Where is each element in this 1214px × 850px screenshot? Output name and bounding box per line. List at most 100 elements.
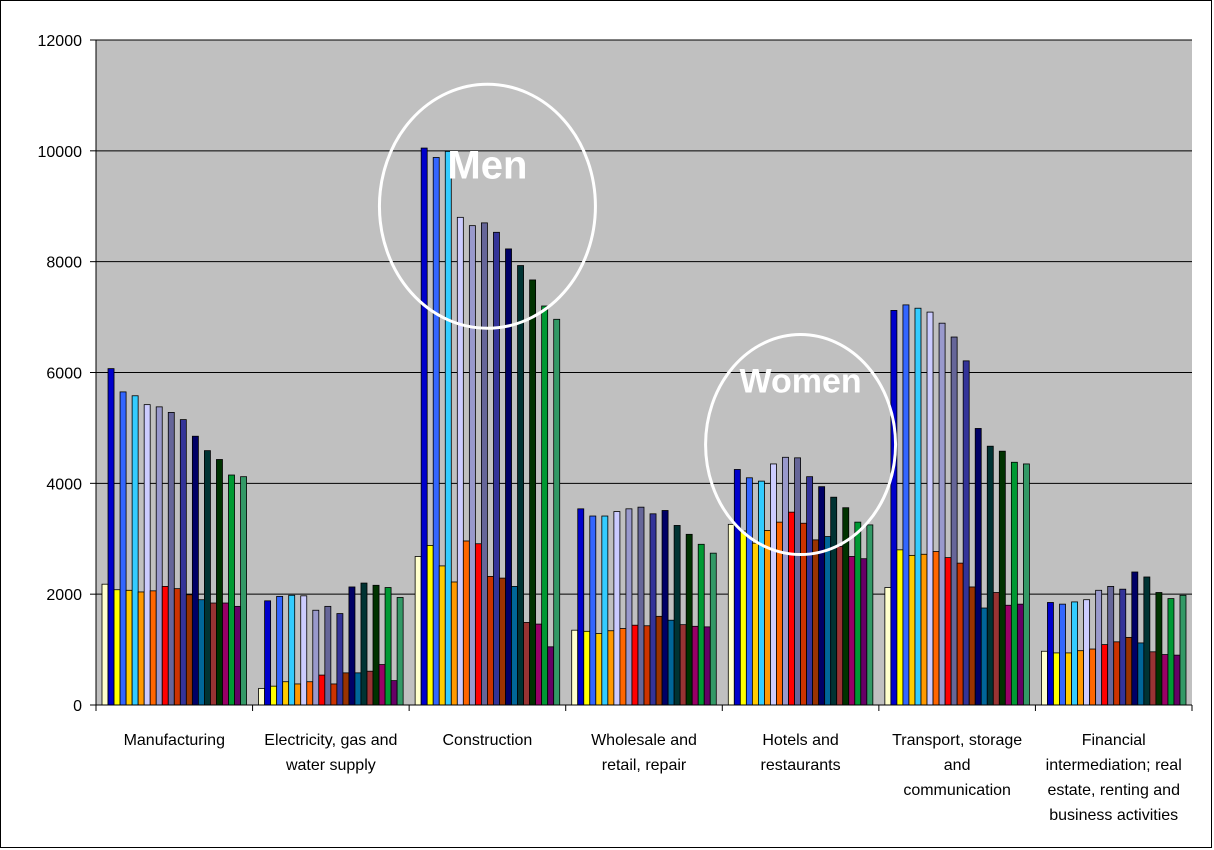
bar xyxy=(968,586,976,706)
bar xyxy=(300,595,308,706)
annotation-label: Men xyxy=(447,143,527,187)
x-category-label-line: Construction xyxy=(443,732,533,749)
bar xyxy=(1095,589,1103,706)
bar xyxy=(986,445,994,706)
bar xyxy=(890,310,898,706)
bar xyxy=(571,629,579,706)
bar xyxy=(619,628,627,706)
bar xyxy=(643,625,651,706)
bar xyxy=(384,587,392,706)
bar xyxy=(354,672,362,706)
x-category-label-line: estate, renting and xyxy=(1047,782,1180,799)
y-tick-label: 2000 xyxy=(46,587,82,604)
bar xyxy=(727,523,735,706)
y-axis-ticks: 0 2000 4000 6000 8000 10000 12000 xyxy=(38,33,96,715)
annotation-circle xyxy=(704,333,898,557)
bar xyxy=(1113,641,1121,706)
bar xyxy=(1077,650,1084,706)
bar xyxy=(125,589,133,706)
bar xyxy=(806,476,814,706)
bar xyxy=(222,602,229,706)
bar xyxy=(167,411,175,706)
bar xyxy=(372,584,380,706)
bar xyxy=(1155,592,1163,706)
bar xyxy=(1041,650,1048,706)
bar xyxy=(1107,586,1115,706)
bar xyxy=(691,625,699,706)
bar xyxy=(462,540,470,706)
bar xyxy=(107,368,115,706)
bar xyxy=(649,513,657,706)
x-axis-labels: Manufacturing Electricity, gas and water s… xyxy=(124,732,1182,824)
bar xyxy=(360,582,368,706)
bar xyxy=(1010,461,1018,706)
bar xyxy=(197,599,205,706)
bar xyxy=(854,521,862,706)
bar xyxy=(860,558,868,706)
bar xyxy=(800,522,807,706)
bar xyxy=(866,524,874,706)
bar xyxy=(1119,588,1127,706)
bar xyxy=(113,589,121,706)
bar xyxy=(348,586,356,706)
bar xyxy=(553,318,561,706)
bar xyxy=(306,681,314,706)
bar xyxy=(751,542,759,706)
bar xyxy=(143,404,151,706)
x-category-label-line: business activities xyxy=(1049,807,1178,824)
bar xyxy=(770,463,777,706)
bar xyxy=(703,626,711,706)
bar xyxy=(661,510,669,706)
bar xyxy=(944,557,952,706)
bar xyxy=(505,248,512,706)
bar xyxy=(812,539,820,706)
bar xyxy=(191,435,199,706)
x-category-label-line: Wholesale and xyxy=(591,732,697,749)
bar xyxy=(625,508,633,706)
annotations: Men Women xyxy=(377,82,898,557)
bars xyxy=(101,147,1187,706)
bar xyxy=(1131,571,1139,706)
bar xyxy=(499,577,506,706)
bar xyxy=(173,588,181,706)
annotation-label: Women xyxy=(739,363,861,401)
bar xyxy=(589,515,597,706)
bar xyxy=(739,530,747,706)
x-category-label: Manufacturing xyxy=(124,732,225,749)
bar xyxy=(1065,652,1072,706)
bar xyxy=(450,581,458,706)
bar xyxy=(119,391,127,706)
bar xyxy=(420,147,428,706)
bar xyxy=(1047,602,1054,706)
x-category-label-line: retail, repair xyxy=(602,757,687,774)
bar xyxy=(950,336,958,706)
bar xyxy=(631,624,639,706)
bar xyxy=(794,457,801,706)
bar xyxy=(667,619,675,706)
x-category-label-line: Electricity, gas and xyxy=(264,732,397,749)
bar xyxy=(324,605,332,706)
bar xyxy=(426,545,434,706)
bar xyxy=(137,591,145,706)
bar xyxy=(577,508,585,706)
bar xyxy=(764,530,771,706)
bar xyxy=(276,595,284,706)
x-category-label: Construction xyxy=(443,732,533,749)
bar xyxy=(541,305,549,706)
bar xyxy=(523,622,530,706)
bar xyxy=(1023,463,1030,706)
bar xyxy=(1179,594,1187,706)
bar xyxy=(1101,644,1109,706)
bar xyxy=(962,360,970,706)
bar xyxy=(264,600,272,706)
bar xyxy=(1083,599,1091,706)
bar xyxy=(896,549,904,706)
bar xyxy=(1173,654,1181,706)
bar xyxy=(902,304,910,706)
y-tick-label: 0 xyxy=(73,698,82,715)
bar xyxy=(547,646,555,706)
bar xyxy=(974,428,982,706)
bar xyxy=(185,594,193,706)
bar xyxy=(776,521,783,706)
